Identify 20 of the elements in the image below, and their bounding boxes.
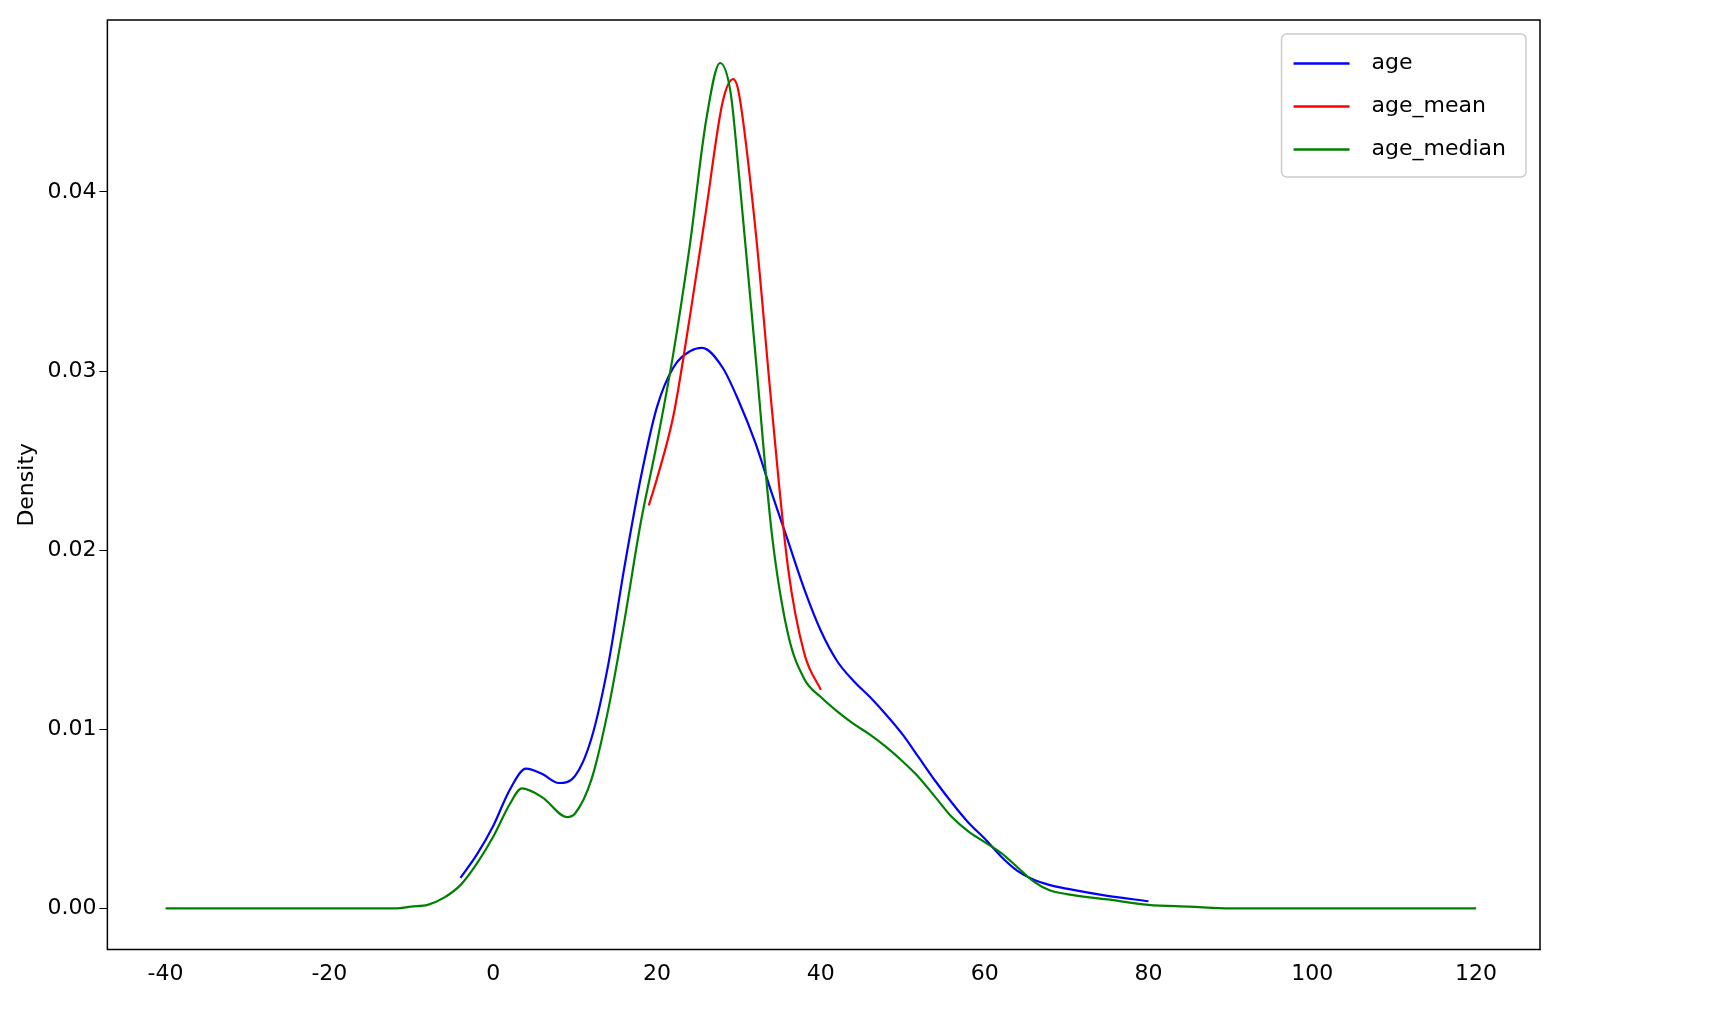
y-tick-label: 0.01 xyxy=(47,715,97,741)
x-tick-label: 80 xyxy=(1134,959,1163,985)
y-axis-title: Density xyxy=(12,442,38,527)
legend-label: age xyxy=(1371,49,1413,75)
x-tick-label: 120 xyxy=(1455,959,1498,985)
y-tick-label: 0.00 xyxy=(47,894,97,920)
legend-label: age_mean xyxy=(1371,92,1486,119)
x-tick-label: -40 xyxy=(147,959,184,985)
x-tick-label: 60 xyxy=(970,959,999,985)
y-tick-label: 0.02 xyxy=(47,535,97,561)
x-tick-label: 0 xyxy=(486,959,501,985)
legend-label: age_median xyxy=(1371,135,1506,162)
y-tick-label: 0.04 xyxy=(47,177,97,203)
line-series xyxy=(647,78,822,691)
x-tick-label: 20 xyxy=(643,959,671,985)
y-tick-label: 0.03 xyxy=(47,356,97,382)
x-tick-label: 100 xyxy=(1291,959,1334,985)
x-tick-label: -20 xyxy=(311,959,348,985)
x-tick-label: 40 xyxy=(806,959,835,985)
line-series xyxy=(459,346,1150,903)
